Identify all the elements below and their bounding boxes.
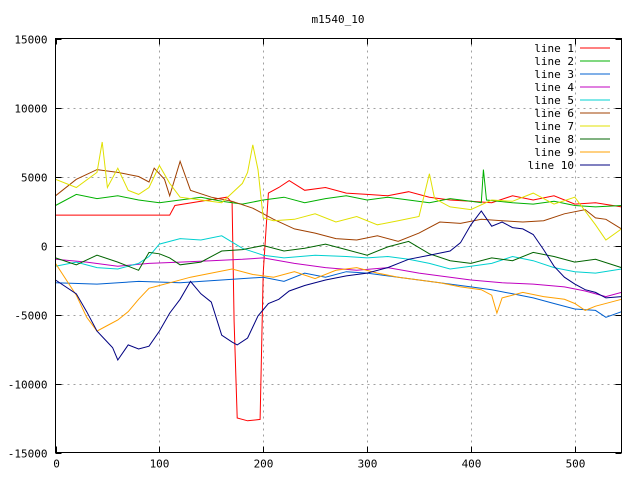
y-tick-label: 15000 [14, 34, 47, 47]
y-tick-label: -10000 [8, 379, 48, 392]
legend-label: line 5 [534, 94, 574, 107]
grid-lines [55, 38, 622, 453]
x-tick-label: 400 [462, 458, 482, 471]
data-series [55, 141, 622, 422]
x-tick-label: 200 [254, 458, 274, 471]
series-line-9 [55, 263, 622, 332]
legend-label: line 4 [534, 81, 574, 94]
y-tick-label: -15000 [8, 448, 48, 461]
y-tick-label: 10000 [14, 103, 47, 116]
series-line-7 [55, 141, 622, 241]
axes: 0 100 200 300 400 500 -15000 -10000 -5000 0 5000 10… [8, 34, 622, 471]
series-line-2 [55, 169, 622, 208]
x-tick-label: 500 [566, 458, 586, 471]
series-line-6 [55, 159, 622, 242]
y-tick-label: -5000 [14, 310, 47, 323]
chart-title: m1540_10 [312, 13, 365, 26]
y-tick-label: 0 [41, 241, 48, 254]
legend-label: line 6 [534, 107, 574, 120]
legend-label: line 9 [534, 146, 574, 159]
series-line-8 [55, 240, 622, 271]
series-line-3 [55, 271, 622, 318]
series-line-1 [55, 180, 622, 422]
x-tick-label: 0 [53, 458, 60, 471]
series-line-4 [55, 257, 622, 298]
series-line-5 [55, 235, 622, 274]
series-line-10 [55, 210, 622, 362]
x-tick-label: 100 [150, 458, 170, 471]
plot-frame [55, 38, 622, 453]
y-tick-label: 5000 [21, 172, 48, 185]
legend-label: line 2 [534, 55, 574, 68]
legend-label: line 7 [534, 120, 574, 133]
x-tick-label: 300 [358, 458, 378, 471]
legend-label: line 1 [534, 42, 574, 55]
legend-label: line 3 [534, 68, 574, 81]
legend-label: line 8 [534, 133, 574, 146]
legend-label: line 10 [528, 159, 574, 172]
